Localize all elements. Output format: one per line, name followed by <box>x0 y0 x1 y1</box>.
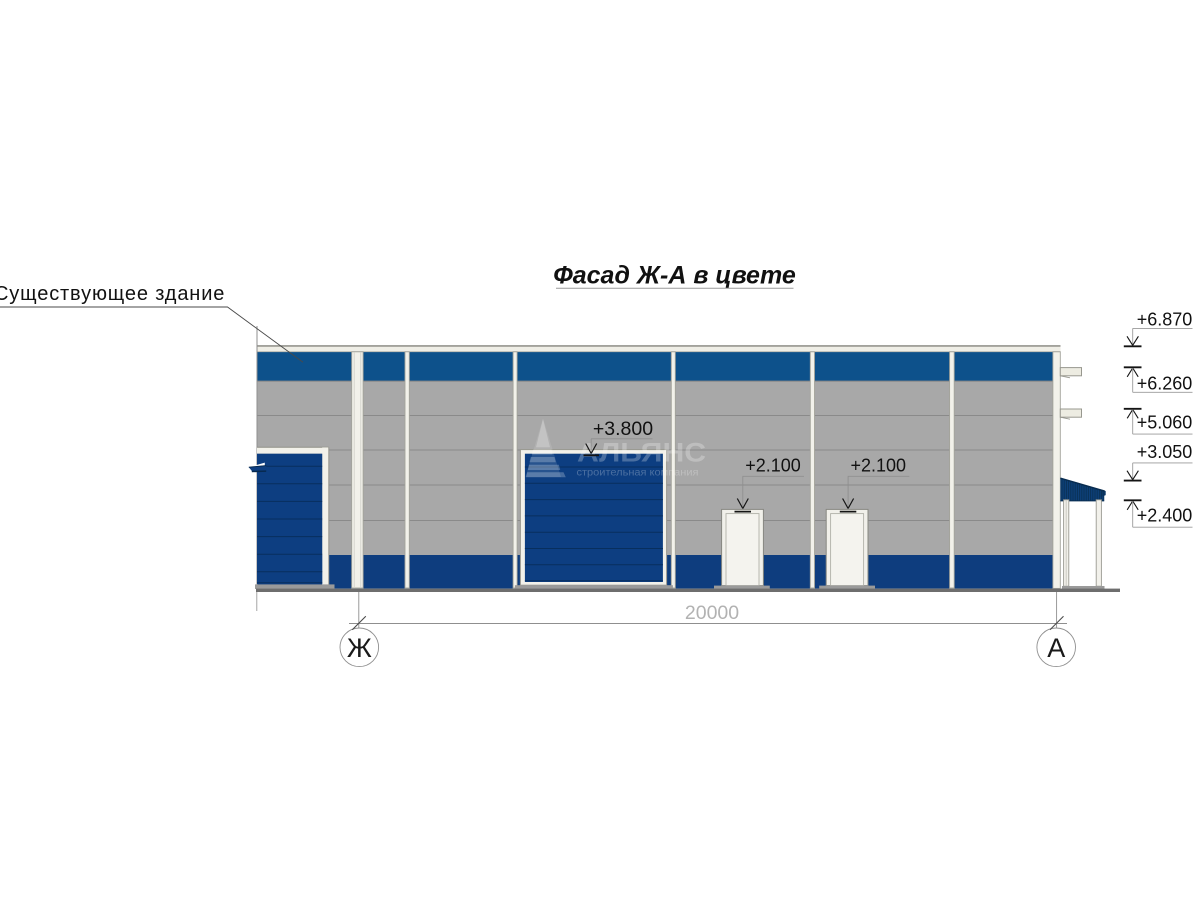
svg-text:+2.100: +2.100 <box>745 456 801 476</box>
svg-text:А: А <box>1047 633 1065 663</box>
svg-text:Существующее здание: Существующее здание <box>0 283 225 305</box>
svg-text:Ж: Ж <box>347 633 372 663</box>
svg-text:строительная компания: строительная компания <box>577 468 699 479</box>
svg-text:Фасад Ж-А в цвете: Фасад Ж-А в цвете <box>553 262 796 290</box>
svg-text:+5.060: +5.060 <box>1137 412 1193 432</box>
svg-text:20000: 20000 <box>685 602 739 624</box>
svg-text:+3.050: +3.050 <box>1137 442 1193 462</box>
svg-text:+2.100: +2.100 <box>851 456 907 476</box>
svg-text:+6.260: +6.260 <box>1137 373 1193 393</box>
svg-text:АЛЬЯНС: АЛЬЯНС <box>577 438 706 468</box>
svg-text:+3.800: +3.800 <box>593 418 653 440</box>
svg-text:+6.870: +6.870 <box>1137 310 1193 330</box>
svg-text:+2.400: +2.400 <box>1137 506 1193 526</box>
